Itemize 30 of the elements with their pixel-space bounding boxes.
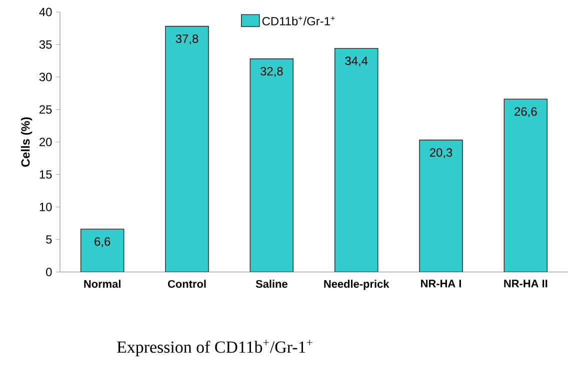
bar <box>419 140 463 272</box>
data-label: 26,6 <box>514 107 537 118</box>
y-tick-label: 15 <box>40 170 52 179</box>
data-label: 6,6 <box>94 237 110 248</box>
bar <box>250 58 294 272</box>
x-tick-label: NR-HA I <box>421 280 461 288</box>
x-tick-label: Needle-prick <box>324 280 390 290</box>
y-tick-label: 40 <box>39 8 52 16</box>
bar <box>80 228 124 272</box>
y-tick-label: 25 <box>40 105 52 114</box>
data-label: 20,3 <box>430 148 452 158</box>
y-tick-label: 5 <box>46 235 52 244</box>
y-tick-label: 0 <box>46 268 52 276</box>
y-tick-label: 35 <box>39 40 52 49</box>
legend-label: CD11b$^{+}$/Gr-1$^{+}$ <box>262 16 335 26</box>
y-tick-label: 10 <box>40 202 52 212</box>
y-tick-label: 20 <box>40 138 52 146</box>
data-label: 32,8 <box>260 67 283 77</box>
bar <box>165 26 209 272</box>
x-tick-label: Saline <box>256 280 288 288</box>
data-label: 37,8 <box>176 34 198 44</box>
text: Expression of CD11b$^{+}$/Gr-1$^{+}$ <box>117 340 312 356</box>
x-tick-label: Normal <box>84 280 120 288</box>
x-tick-label: NR-HA II <box>504 280 548 288</box>
y-axis-title: Cells (%) <box>20 117 32 167</box>
bar <box>504 98 548 272</box>
x-tick-label: Control <box>168 280 206 288</box>
y-tick-label: 30 <box>39 72 52 82</box>
bar <box>334 48 378 272</box>
data-label: 34,4 <box>345 56 368 66</box>
